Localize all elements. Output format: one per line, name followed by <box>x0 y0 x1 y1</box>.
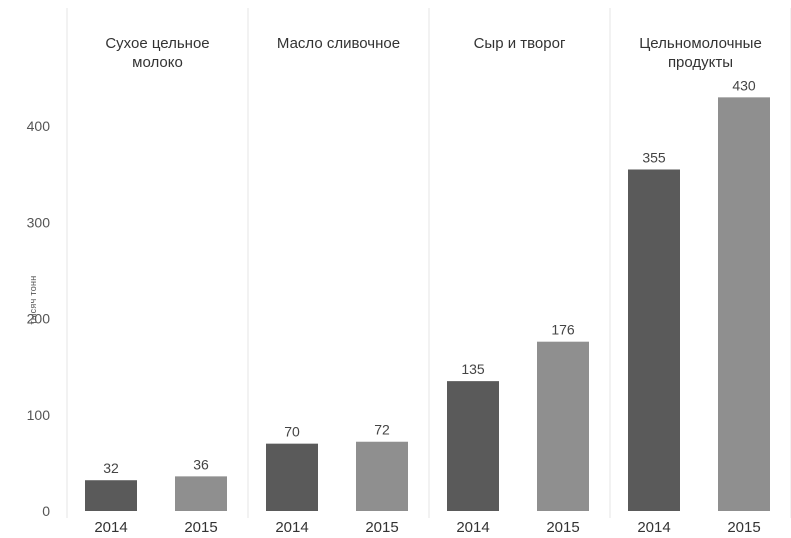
x-tick-label: 2015 <box>727 519 760 536</box>
y-axis: тысяч тонн 0 100 200 300 400 <box>27 118 51 519</box>
x-tick-label: 2015 <box>184 519 217 536</box>
y-tick-label: 0 <box>42 503 50 519</box>
bar-value-label: 430 <box>732 77 756 93</box>
x-tick-label: 2014 <box>94 519 127 536</box>
panel-title: Сухое цельное <box>105 35 209 52</box>
y-tick-label: 400 <box>27 118 51 134</box>
bar-value-label: 36 <box>193 456 209 472</box>
bar-value-label: 32 <box>103 460 119 476</box>
x-tick-label: 2015 <box>365 519 398 536</box>
panel-title: Сыр и творог <box>474 35 566 52</box>
bar-value-label: 72 <box>374 422 390 438</box>
bar <box>356 441 408 511</box>
y-tick-label: 300 <box>27 214 51 230</box>
bar <box>266 443 318 511</box>
bar <box>447 381 499 511</box>
panel-title: продукты <box>668 54 733 71</box>
panel: Масло сливочное 70 2014 72 2015 <box>266 35 408 536</box>
panel: Сухое цельное молоко 32 2014 36 2015 <box>85 35 227 536</box>
x-tick-label: 2015 <box>546 519 579 536</box>
bar <box>85 480 137 511</box>
bar-value-label: 135 <box>461 361 485 377</box>
y-tick-label: 200 <box>27 311 51 327</box>
panel: Сыр и творог 135 2014 176 2015 <box>447 35 589 536</box>
panel-title: молоко <box>132 54 183 71</box>
panel-title: Масло сливочное <box>277 35 400 52</box>
bar <box>537 341 589 511</box>
x-tick-label: 2014 <box>456 519 489 536</box>
bar <box>718 97 770 511</box>
bar <box>175 476 227 511</box>
x-tick-label: 2014 <box>275 519 308 536</box>
bar-value-label: 70 <box>284 424 300 440</box>
y-tick-label: 100 <box>27 407 51 423</box>
panel: Цельномолочные продукты 355 2014 430 2015 <box>628 35 770 536</box>
panel-separators <box>66 8 791 518</box>
bar <box>628 169 680 512</box>
bar-value-label: 176 <box>551 322 575 338</box>
bar-value-label: 355 <box>642 149 666 165</box>
x-tick-label: 2014 <box>637 519 670 536</box>
panel-title: Цельномолочные <box>639 35 762 52</box>
y-axis-label: тысяч тонн <box>28 275 38 324</box>
